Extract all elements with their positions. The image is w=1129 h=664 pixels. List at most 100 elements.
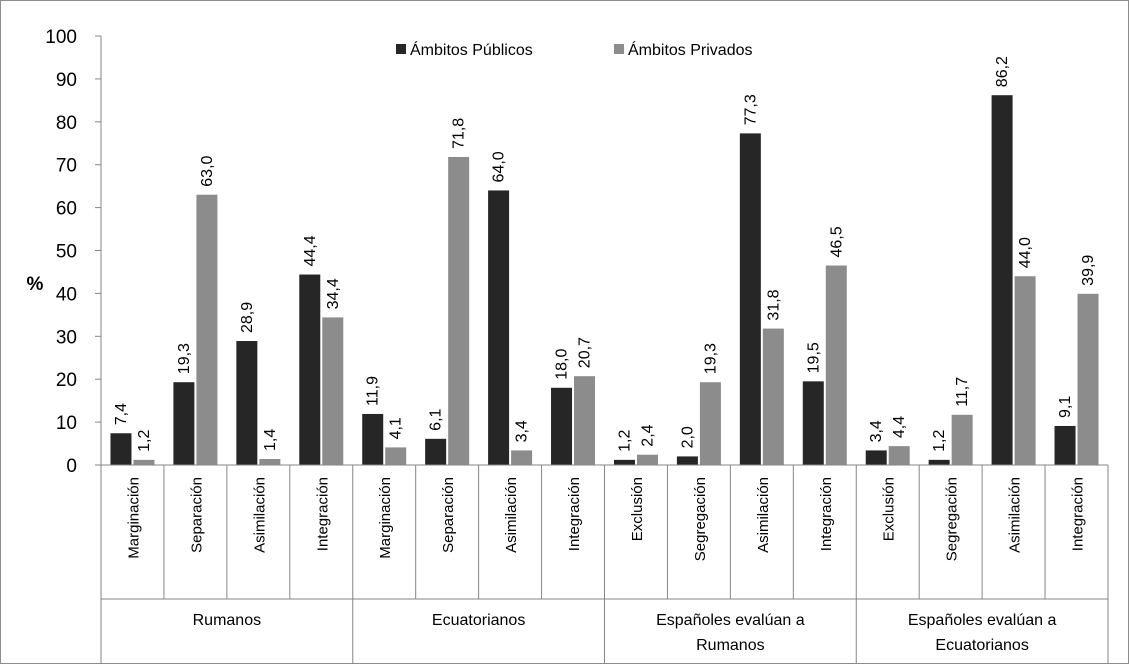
bar-privados [322,317,344,465]
bar-publicos [613,459,635,465]
data-label: 86,2 [994,56,1011,87]
bar-publicos [362,413,384,465]
data-label: 44,4 [302,235,319,266]
bar-privados [448,156,470,465]
bar-publicos [110,433,132,465]
bar-publicos [1054,425,1076,465]
category-label: Integración [314,477,331,551]
bar-privados [825,265,847,465]
y-axis-label: % [27,274,44,295]
legend-swatch [396,44,406,54]
bar-publicos [676,456,698,465]
data-label: 1,2 [136,430,153,452]
y-tick-label: 100 [45,27,77,48]
data-label: 1,4 [262,429,279,451]
bar-privados [259,458,281,465]
data-label: 11,9 [365,376,382,406]
data-label: 31,8 [765,289,782,320]
y-tick-label: 20 [56,370,77,391]
group-label: Rumanos [193,612,261,629]
category-label: Marginación [377,477,394,559]
group-label: Ecuatorianos [432,612,525,629]
y-tick-label: 40 [56,284,77,305]
bar-publicos [865,450,887,465]
data-label: 1,2 [616,430,633,452]
data-label: 9,1 [1057,396,1074,418]
legend-label: Ámbitos Privados [628,40,753,59]
y-tick-label: 10 [56,413,77,434]
data-label: 39,9 [1080,255,1097,286]
data-label: 19,3 [176,343,193,374]
bar-privados [762,328,784,465]
category-label: Asimilación [251,477,268,553]
bar-publicos [488,190,510,465]
bar-privados [196,194,218,466]
bar-publicos [425,438,447,465]
data-label: 64,0 [491,151,508,182]
bar-privados [385,447,407,465]
y-tick-label: 30 [56,327,77,348]
group-label: Españoles evalúan a [908,612,1057,629]
y-tick-label: 80 [56,113,77,134]
category-label: Asimilación [755,477,772,553]
group-label: Españoles evalúan a [656,612,805,629]
y-tick-label: 50 [56,242,77,263]
data-label: 3,4 [514,420,531,442]
category-label: Segregación [692,477,709,561]
data-label: 4,1 [388,417,405,439]
data-label: 2,4 [639,424,656,446]
category-label: Asimilación [1007,477,1024,553]
data-label: 6,1 [428,408,445,430]
bar-publicos [991,95,1013,466]
y-tick-label: 90 [56,70,77,91]
bar-publicos [236,341,258,465]
category-label: Segregación [944,477,961,561]
data-label: 4,4 [891,416,908,438]
data-label: 20,7 [577,337,594,368]
category-label: Exclusión [881,477,898,541]
category-label: Separación [188,477,205,553]
bar-publicos [551,387,573,465]
legend-swatch [614,44,624,54]
bar-privados [951,414,973,465]
group-label: Rumanos [696,637,764,654]
y-tick-label: 70 [56,156,77,177]
y-tick-label: 0 [66,456,77,477]
bar-privados [1014,276,1036,465]
bar-privados [699,382,721,465]
bar-publicos [173,382,195,465]
data-label: 19,3 [702,343,719,374]
bar-privados [636,454,658,465]
bar-privados [1077,293,1099,465]
data-label: 2,0 [679,426,696,448]
data-label: 1,2 [931,430,948,452]
y-tick-label: 60 [56,199,77,220]
group-label: Ecuatorianos [935,637,1028,654]
data-label: 34,4 [325,278,342,309]
category-label: Integración [1070,477,1087,551]
data-label: 63,0 [199,155,216,186]
category-label: Exclusión [629,477,646,541]
category-label: Marginación [125,477,142,559]
data-label: 11,7 [954,377,971,407]
category-label: Separación [440,477,457,553]
bar-privados [574,376,596,465]
category-label: Integración [818,477,835,551]
bar-privados [511,450,533,465]
category-label: Asimilación [503,477,520,553]
data-label: 7,4 [113,403,130,425]
data-label: 3,4 [868,420,885,442]
bar-publicos [802,381,824,465]
legend-label: Ámbitos Públicos [410,40,533,59]
category-label: Integración [566,477,583,551]
data-label: 46,5 [828,226,845,257]
bar-privados [888,446,910,465]
bar-publicos [739,133,761,465]
bar-privados [133,459,155,465]
data-label: 77,3 [742,94,759,125]
bar-publicos [299,274,321,465]
bar-publicos [928,459,950,465]
data-label: 71,8 [451,118,468,149]
